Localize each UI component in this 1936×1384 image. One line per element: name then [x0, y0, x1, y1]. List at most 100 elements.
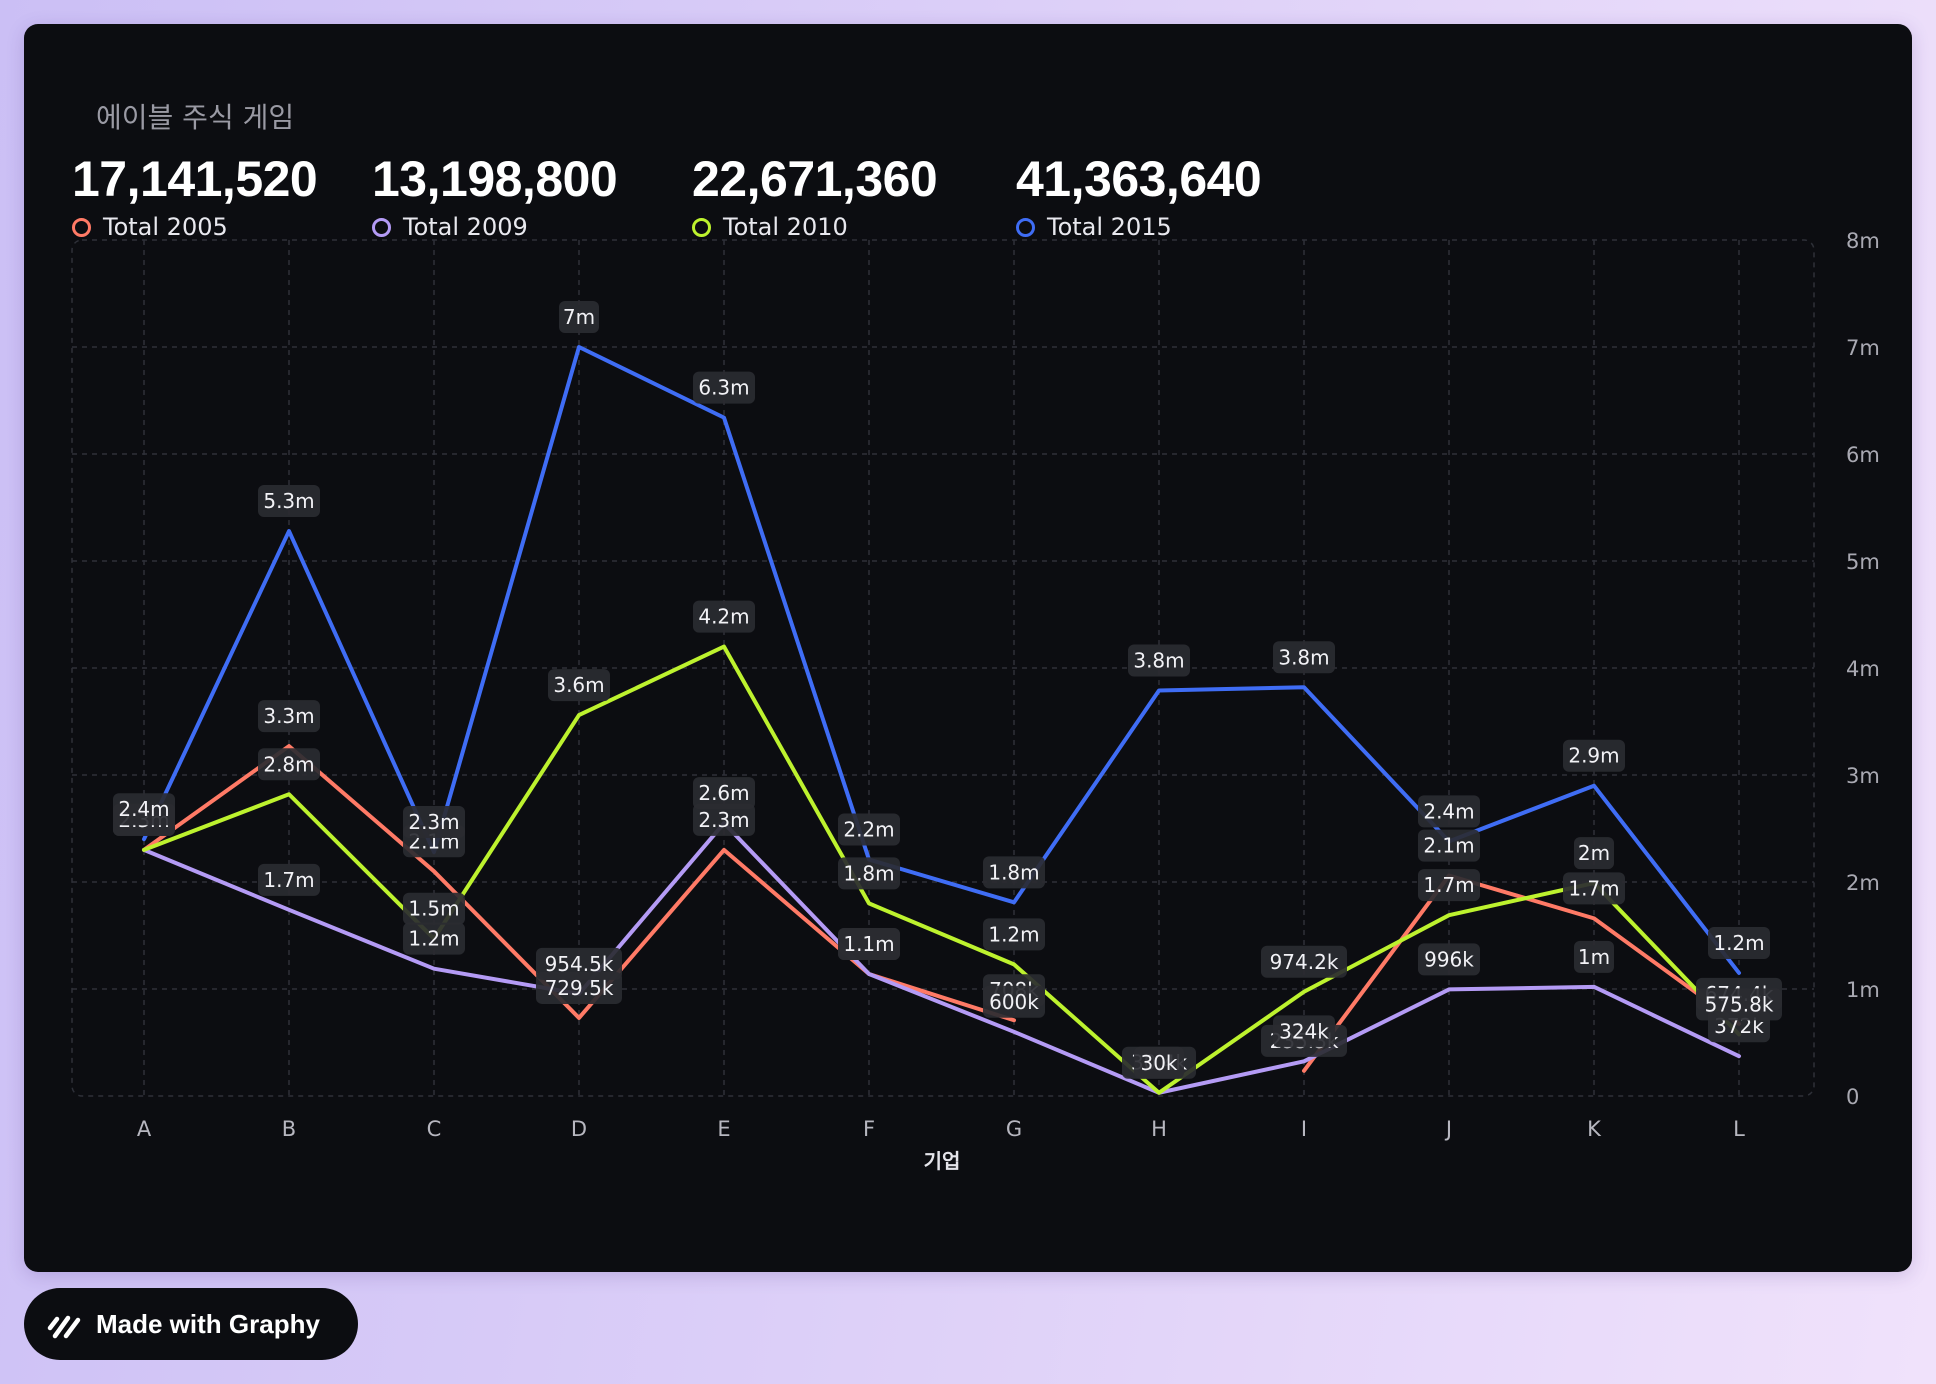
total-2005-value: 17,141,520: [72, 151, 318, 207]
x-axis-label: 기업: [924, 1149, 961, 1173]
data-label: 2.1m: [1423, 834, 1474, 858]
data-label: 1.7m: [263, 868, 314, 892]
data-label: 2m: [1578, 841, 1610, 865]
total-2005: 17,141,520 Total 2005: [72, 150, 318, 242]
data-label: 974.2k: [1270, 950, 1339, 974]
data-label: 2.6m: [698, 781, 749, 805]
data-label: 3.3m: [263, 704, 314, 728]
data-label: 6.3m: [698, 376, 749, 400]
data-label-bg: [693, 803, 755, 836]
total-2009: 13,198,800 Total 2009: [372, 150, 618, 242]
data-label-bg: [258, 863, 320, 896]
data-label-bg: [258, 748, 320, 781]
data-label: 1.8m: [843, 861, 894, 885]
legend-ring-icon: [692, 217, 711, 237]
data-label-bg: [1128, 644, 1190, 677]
data-label: 2.4m: [118, 797, 169, 821]
made-with-graphy-badge[interactable]: Made with Graphy: [24, 1288, 358, 1360]
data-label: 324k: [1279, 1019, 1329, 1043]
total-2015: 41,363,640 Total 2015: [1016, 150, 1262, 242]
data-label-bg: [1418, 795, 1480, 828]
x-tick-label: A: [137, 1117, 152, 1141]
data-label-bg: [1273, 1015, 1335, 1048]
chart-card: 에이블 주식 게임 17,141,520 Total 2005 13,198,8…: [24, 24, 1912, 1272]
data-label: 729.5k: [545, 976, 614, 1000]
data-label: 2.9m: [1568, 744, 1619, 768]
legend-label-2005: Total 2005: [103, 213, 228, 241]
data-label: 2.8m: [263, 752, 314, 776]
data-label-bg: [838, 813, 900, 846]
series-line-total-2015: [142, 345, 1741, 975]
data-label: 1.2m: [988, 922, 1039, 946]
data-label-bg: [113, 793, 175, 826]
data-label-bg: [536, 971, 622, 1004]
y-tick-label: 2m: [1846, 871, 1880, 895]
data-label-bg: [403, 892, 465, 925]
totals-row: 17,141,520 Total 2005 13,198,800 Total 2…: [24, 150, 1912, 250]
x-tick-label: G: [1006, 1117, 1022, 1141]
data-label-bg: [559, 301, 599, 333]
x-tick-label: B: [282, 1117, 296, 1141]
legend-label-2010: Total 2010: [723, 213, 848, 241]
legend-label-2015: Total 2015: [1047, 213, 1172, 241]
data-label-bg: [1696, 988, 1782, 1021]
total-2010-value: 22,671,360: [692, 151, 938, 207]
total-2015-value: 41,363,640: [1016, 151, 1262, 207]
data-label: 1.2m: [1713, 931, 1764, 955]
data-label-bg: [1261, 945, 1347, 978]
data-label-bg: [258, 485, 320, 518]
data-label-bg: [693, 600, 755, 633]
data-label-bg: [1708, 926, 1770, 959]
y-tick-label: 6m: [1846, 443, 1880, 467]
data-label-bg: [1563, 739, 1625, 772]
chart-title: 에이블 주식 게임: [96, 101, 295, 134]
data-label: 3.8m: [1133, 648, 1184, 672]
legend-label-2009: Total 2009: [403, 213, 528, 241]
x-tick-label: L: [1733, 1117, 1745, 1141]
badge-label: Made with Graphy: [96, 1308, 320, 1339]
y-tick-label: 4m: [1846, 657, 1880, 681]
series-line-total-2009: [142, 821, 1741, 1095]
data-label: 996k: [1424, 947, 1474, 971]
legend-item-2015[interactable]: Total 2015: [1016, 212, 1261, 242]
data-label: 1.7m: [1423, 873, 1474, 897]
legend-item-2010[interactable]: Total 2010: [692, 212, 937, 242]
series-line-total-2010: [142, 644, 1741, 1095]
data-label-bg: [693, 371, 755, 404]
data-label: 5.3m: [263, 489, 314, 513]
legend-item-2005[interactable]: Total 2005: [72, 212, 317, 242]
data-label-bg: [1563, 872, 1625, 905]
data-label: 7m: [563, 305, 595, 329]
data-label-bg: [983, 856, 1045, 889]
data-label: 30k: [1140, 1051, 1177, 1075]
data-label: 600k: [989, 990, 1039, 1014]
legend-ring-icon: [72, 217, 91, 237]
data-label-bg: [1574, 940, 1614, 973]
data-label-bg: [403, 922, 465, 955]
data-label: 2.2m: [843, 818, 894, 842]
data-label: 1.5m: [408, 897, 459, 921]
total-2009-value: 13,198,800: [372, 151, 618, 207]
data-label-bg: [1418, 829, 1480, 862]
total-2010: 22,671,360 Total 2010: [692, 150, 938, 242]
series-line-total-2005: [1302, 873, 1741, 1073]
data-label: 2.3m: [408, 810, 459, 834]
x-tick-label: J: [1444, 1117, 1452, 1141]
data-label-bg: [1418, 943, 1480, 976]
data-label: 954.5k: [545, 952, 614, 976]
y-tick-label: 7m: [1846, 336, 1880, 360]
y-tick-label: 5m: [1846, 550, 1880, 574]
graphy-logo-icon: [47, 1315, 81, 1339]
y-tick-label: 0: [1846, 1085, 1859, 1109]
data-label-bg: [983, 985, 1045, 1018]
data-label-bg: [548, 669, 610, 702]
data-label-bg: [838, 928, 900, 961]
legend-ring-icon: [372, 217, 391, 237]
data-label: 3.6m: [553, 673, 604, 697]
data-label-bg: [1273, 641, 1335, 674]
x-tick-label: F: [863, 1117, 875, 1141]
data-label-bg: [1134, 1046, 1184, 1079]
legend-item-2009[interactable]: Total 2009: [372, 212, 617, 242]
data-label: 575.8k: [1705, 992, 1774, 1016]
x-tick-label: E: [717, 1117, 730, 1141]
